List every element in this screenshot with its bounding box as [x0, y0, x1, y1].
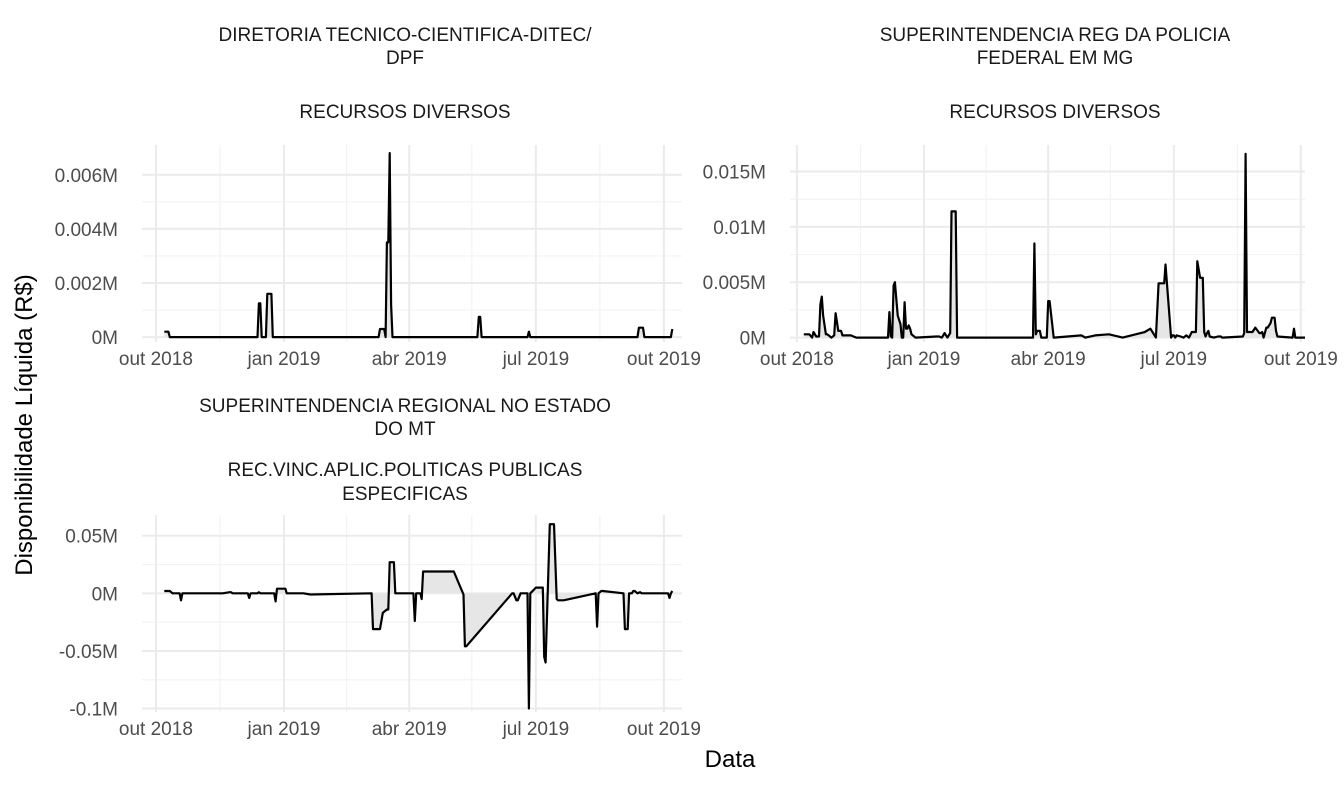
y-tick-label: 0M [740, 329, 766, 350]
y-tick-label: 0.015M [703, 163, 766, 184]
x-tick-label: jul 2019 [502, 719, 570, 740]
x-tick-label: jul 2019 [502, 349, 570, 370]
y-tick-label: 0.002M [55, 274, 118, 295]
x-tick-label: jul 2019 [1140, 349, 1208, 370]
y-axis-title: Disponibilidade Líquida (R$) [11, 274, 38, 576]
x-axis-title: Data [705, 746, 756, 773]
y-tick-label: -0.1M [69, 700, 118, 721]
x-tick-label: out 2019 [1264, 349, 1338, 370]
y-tick-label: 0.01M [713, 218, 766, 239]
panel-title-line: DO MT [374, 419, 436, 440]
x-tick-label: out 2019 [627, 349, 701, 370]
panel-ditec-recursos-diversos: DIRETORIA TECNICO-CIENTIFICA-DITEC/DPF RE… [55, 25, 701, 370]
y-tick-label: 0.005M [703, 273, 766, 294]
y-tick-label: 0.05M [65, 527, 118, 548]
x-tick-label: jan 2019 [886, 349, 960, 370]
panel-title-line: FEDERAL EM MG [977, 48, 1134, 69]
y-tick-label: 0M [92, 328, 118, 349]
x-tick-label: abr 2019 [1011, 349, 1086, 370]
x-tick-label: out 2018 [119, 349, 193, 370]
y-tick-label: 0M [92, 584, 118, 605]
x-tick-label: jan 2019 [247, 349, 321, 370]
panel-title-line: SUPERINTENDENCIA REGIONAL NO ESTADO [199, 396, 611, 417]
panel-title-line: RECURSOS DIVERSOS [299, 102, 510, 123]
x-tick-label: out 2018 [119, 719, 193, 740]
x-tick-label: out 2018 [760, 349, 834, 370]
panel-title-line: REC.VINC.APLIC.POLITICAS PUBLICAS [228, 460, 583, 481]
series-line [164, 152, 674, 339]
x-tick-label: out 2019 [627, 719, 701, 740]
series-line [164, 523, 674, 710]
series-line [803, 152, 1305, 339]
panel-title-line: RECURSOS DIVERSOS [949, 102, 1160, 123]
y-tick-label: -0.05M [59, 642, 118, 663]
panel-title-line: SUPERINTENDENCIA REG DA POLICIA [880, 25, 1231, 46]
panel-title-line: DPF [386, 48, 424, 69]
panel-title-line: ESPECIFICAS [342, 484, 468, 505]
y-tick-label: 0.004M [55, 220, 118, 241]
x-tick-label: abr 2019 [372, 719, 447, 740]
x-tick-label: abr 2019 [372, 349, 447, 370]
y-tick-label: 0.006M [55, 166, 118, 187]
x-tick-label: jan 2019 [247, 719, 321, 740]
panel-title-line: DIRETORIA TECNICO-CIENTIFICA-DITEC/ [219, 25, 593, 46]
